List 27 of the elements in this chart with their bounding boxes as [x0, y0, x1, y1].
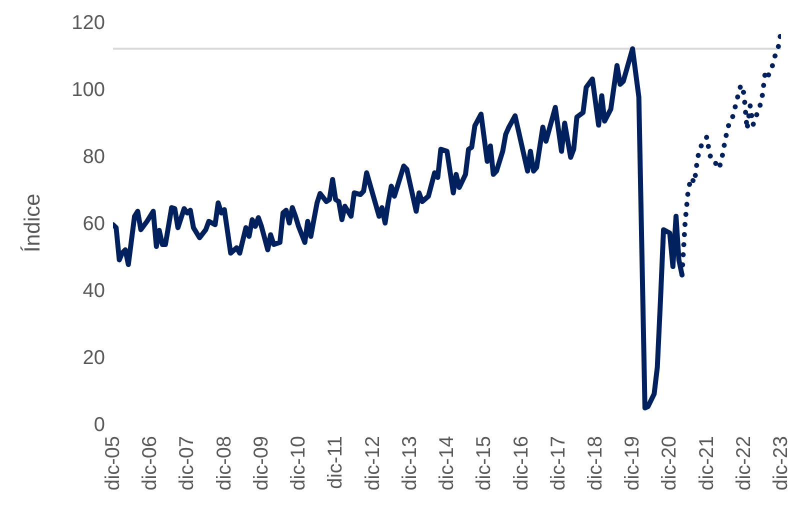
x-tick-label: dic-08 [213, 436, 236, 490]
y-tick-label: 80 [82, 146, 105, 168]
y-tick-label: 100 [72, 79, 105, 102]
x-tick-label: dic-19 [622, 436, 644, 490]
x-tick-label: dic-21 [696, 436, 718, 490]
x-tick-label: dic-09 [250, 436, 272, 490]
x-tick-label: dic-06 [139, 436, 162, 490]
y-tick-label: 20 [82, 347, 105, 370]
x-tick-label: dic-05 [102, 436, 124, 490]
y-axis-title: Índice [20, 194, 44, 252]
x-tick-label: dic-22 [732, 436, 755, 490]
y-tick-label: 120 [72, 12, 105, 34]
x-tick-label: dic-11 [324, 436, 347, 489]
y-tick-label: 40 [82, 280, 105, 302]
x-tick-label: dic-15 [473, 436, 496, 490]
x-tick-label: dic-20 [658, 436, 681, 490]
y-tick-label: 60 [82, 213, 105, 236]
x-tick-label: dic-12 [362, 436, 384, 490]
x-tick-label: dic-14 [436, 436, 458, 490]
x-tick-label: dic-07 [176, 436, 198, 490]
x-tick-label: dic-17 [547, 436, 570, 490]
x-tick-label: dic-18 [584, 436, 606, 490]
x-tick-label: dic-16 [510, 436, 532, 490]
y-tick-label: 0 [94, 414, 105, 436]
x-tick-label: dic-23 [770, 436, 792, 490]
x-tick-label: dic-10 [288, 436, 310, 490]
x-tick-label: dic-13 [398, 436, 421, 490]
